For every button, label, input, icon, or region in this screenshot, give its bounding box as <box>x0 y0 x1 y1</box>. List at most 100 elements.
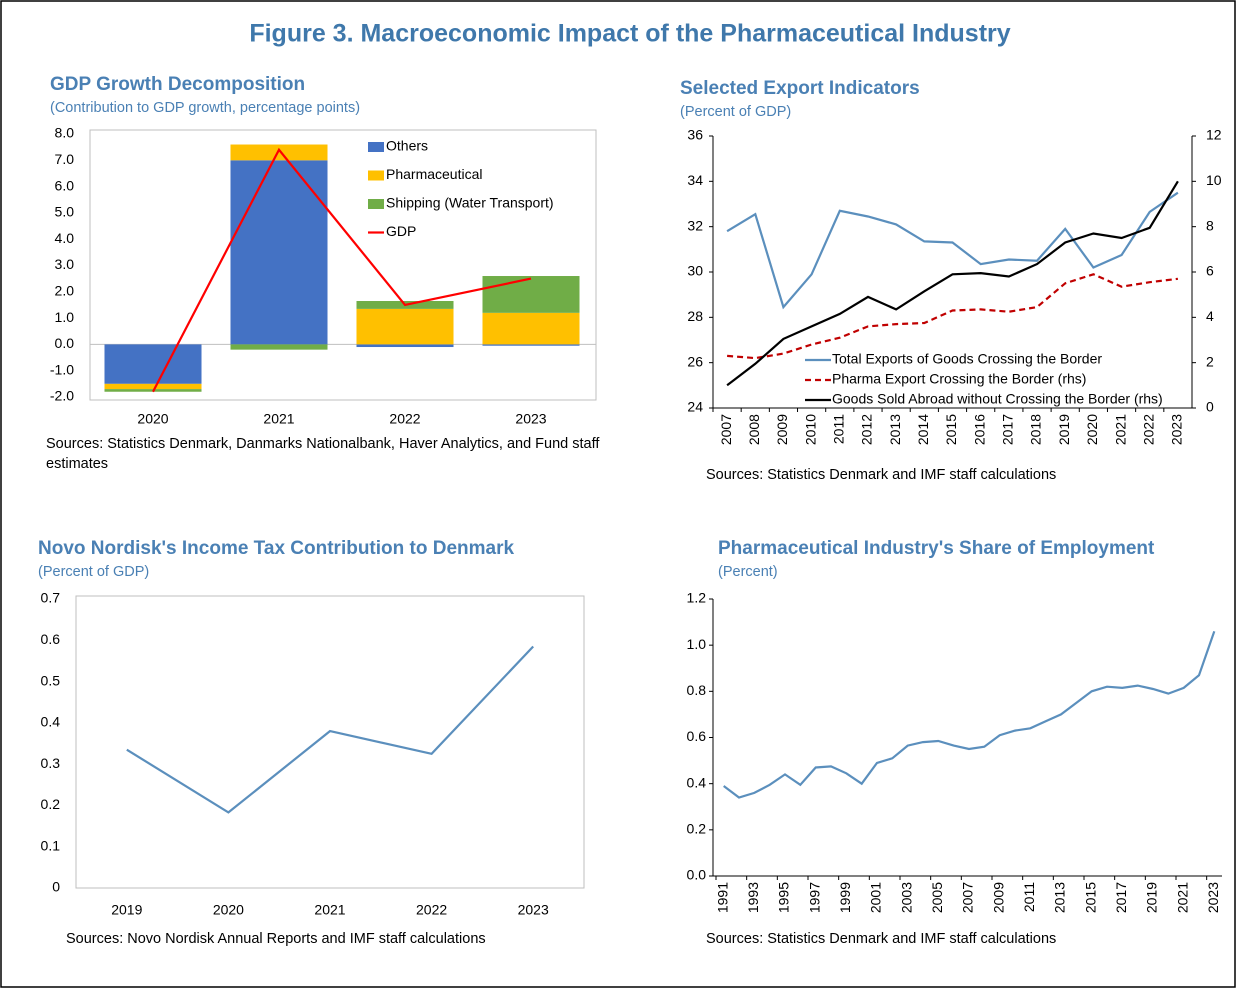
chart-title: Selected Export Indicators <box>680 78 920 99</box>
y-tick-label: 3.0 <box>55 256 75 272</box>
y2-tick-label: 6 <box>1206 263 1214 279</box>
plot-frame <box>89 129 597 401</box>
source-box: Sources: Novo Nordisk Annual Reports and… <box>66 931 486 947</box>
x-tick-label: 2016 <box>971 414 987 445</box>
bar-segment <box>230 344 328 350</box>
y-tick-label: 1.0 <box>687 636 707 652</box>
chart-subtitle: (Contribution to GDP growth, percentage … <box>50 100 360 116</box>
x-tick-label: 2017 <box>1000 414 1016 445</box>
x-tick-label: 2012 <box>859 414 875 445</box>
x-tick-label: 1995 <box>776 882 792 913</box>
y-tick-label: 0.6 <box>41 631 61 647</box>
y-tick-label: 26 <box>687 353 703 369</box>
x-tick-label: 2019 <box>1056 414 1072 445</box>
x-tick-label: 2021 <box>1174 882 1190 913</box>
y-tick-label: 0.2 <box>41 796 61 812</box>
bar-segment <box>482 276 580 313</box>
bar-segment <box>356 308 454 345</box>
y2-tick-label: 12 <box>1206 127 1222 143</box>
x-tick-label: 2017 <box>1113 882 1129 913</box>
y-tick-label: 28 <box>687 308 703 324</box>
y-tick-label: 0.1 <box>41 837 61 853</box>
series-line <box>126 645 534 814</box>
y-tick-label: 0 <box>52 879 60 895</box>
legend-label: Others <box>386 138 428 154</box>
y-tick-label: 0.3 <box>41 755 61 771</box>
x-tick-label: 2011 <box>830 414 846 444</box>
x-tick-label: 1991 <box>714 882 730 913</box>
x-tick-label: 2013 <box>1052 882 1068 913</box>
x-tick-label: 2005 <box>929 882 945 913</box>
y-tick-label: 0.4 <box>41 714 61 730</box>
y-tick-label: 0.4 <box>687 774 707 790</box>
x-tick-label: 1993 <box>745 882 761 913</box>
x-tick-label: 2009 <box>990 882 1006 913</box>
x-tick-label: 2009 <box>774 414 790 445</box>
y2-tick-label: 8 <box>1206 217 1214 233</box>
y-tick-label: 0.2 <box>687 821 707 837</box>
x-tick-label: 2023 <box>518 902 549 918</box>
y-tick-label: 0.8 <box>687 682 707 698</box>
x-tick-label: 2021 <box>263 411 294 427</box>
bar-segment <box>482 344 580 346</box>
source-note: Sources: Statistics Denmark and IMF staf… <box>706 467 1057 483</box>
chart-title: Pharmaceutical Industry's Share of Emplo… <box>718 538 1155 559</box>
y-tick-label: 24 <box>687 399 703 415</box>
bar-segment <box>356 344 454 348</box>
x-tick-label: 2020 <box>137 411 168 427</box>
series-line <box>726 191 1179 310</box>
x-tick-label: 2023 <box>1205 882 1221 913</box>
y2-tick-label: 10 <box>1206 172 1222 188</box>
x-tick-label: 2015 <box>943 414 959 445</box>
x-tick-label: 2003 <box>898 882 914 913</box>
legend-label: Shipping (Water Transport) <box>386 195 554 211</box>
y-tick-label: 1.2 <box>687 590 707 606</box>
y-tick-label: 0.5 <box>41 672 61 688</box>
figure-title: Figure 3. Macroeconomic Impact of the Ph… <box>249 20 1010 48</box>
bar-segment <box>104 344 202 384</box>
bar-segment <box>104 383 202 390</box>
x-tick-label: 2023 <box>1169 414 1185 445</box>
x-tick-label: 2011 <box>1021 882 1037 912</box>
y-tick-label: 7.0 <box>55 151 75 167</box>
legend-swatch <box>368 170 384 181</box>
y-tick-label: 5.0 <box>55 204 75 220</box>
chart-subtitle: (Percent of GDP) <box>680 104 791 120</box>
y-tick-label: -2.0 <box>50 388 74 404</box>
chart-title: Novo Nordisk's Income Tax Contribution t… <box>38 538 514 559</box>
y2-tick-label: 2 <box>1206 353 1214 369</box>
legend-label: GDP <box>386 223 416 239</box>
legend-label: Pharma Export Crossing the Border (rhs) <box>832 371 1086 387</box>
x-tick-label: 2007 <box>718 414 734 445</box>
source-note: Sources: Statistics Denmark, Danmarks Na… <box>46 436 600 472</box>
legend-label: Total Exports of Goods Crossing the Bord… <box>832 351 1102 367</box>
series-line <box>727 273 1179 360</box>
y-tick-label: 0.6 <box>687 728 707 744</box>
y-tick-label: 36 <box>687 127 703 143</box>
y-tick-label: 34 <box>687 172 703 188</box>
bar-segment <box>230 144 328 161</box>
x-tick-label: 2021 <box>1112 414 1128 445</box>
x-tick-label: 2014 <box>915 414 931 445</box>
y2-tick-label: 4 <box>1206 308 1214 324</box>
x-tick-label: 2008 <box>746 414 762 445</box>
x-tick-label: 2013 <box>887 414 903 445</box>
x-tick-label: 2021 <box>314 902 345 918</box>
y-tick-label: 0.7 <box>41 590 61 606</box>
series-line <box>152 147 532 393</box>
x-tick-label: 2020 <box>213 902 244 918</box>
y-tick-label: -1.0 <box>50 361 74 377</box>
source-box: Sources: Statistics Denmark, Danmarks Na… <box>46 436 600 472</box>
legend-label: Pharmaceutical <box>386 166 483 182</box>
x-tick-label: 2018 <box>1028 414 1044 445</box>
bar-segment <box>230 160 328 345</box>
chart-title: GDP Growth Decomposition <box>50 74 305 95</box>
source-note: Sources: Statistics Denmark and IMF staf… <box>706 931 1057 947</box>
y-tick-label: 0.0 <box>687 867 707 883</box>
x-tick-label: 2020 <box>1084 414 1100 445</box>
x-tick-label: 2022 <box>416 902 447 918</box>
series-line <box>726 180 1179 387</box>
chart-subtitle: (Percent) <box>718 564 778 580</box>
